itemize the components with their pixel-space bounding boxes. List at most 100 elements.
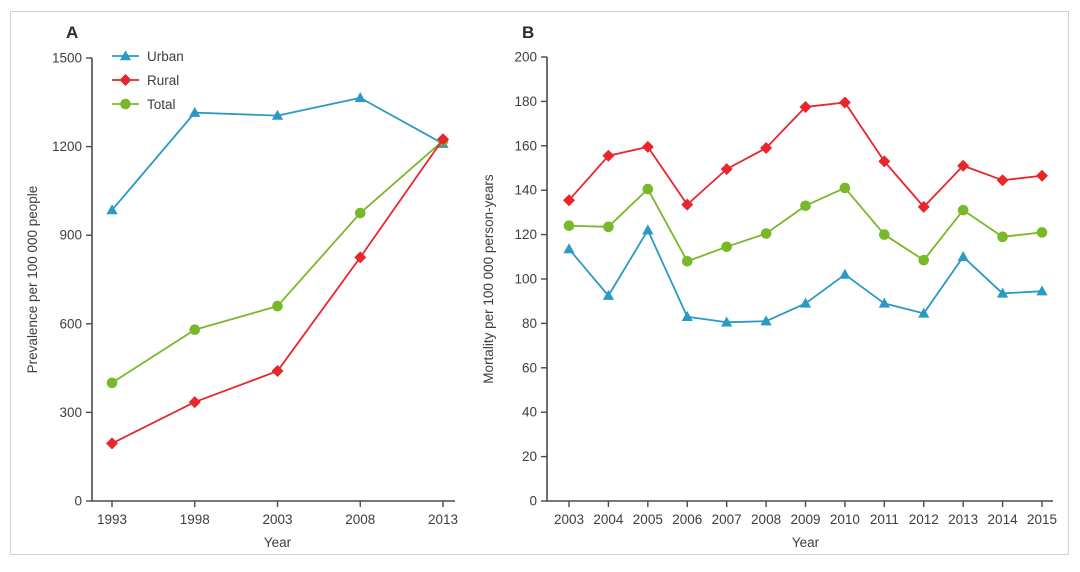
y-tick-label: 0 xyxy=(529,494,537,509)
triangle-marker xyxy=(957,251,969,261)
series-total xyxy=(106,135,449,389)
circle-marker xyxy=(106,377,118,389)
series-line xyxy=(568,187,1043,263)
diamond-marker xyxy=(602,149,615,162)
circle-marker xyxy=(603,221,614,233)
circle-marker xyxy=(839,182,851,194)
legend-label: Total xyxy=(147,97,176,112)
x-tick-label: 2012 xyxy=(909,512,939,527)
circle-marker xyxy=(681,255,693,267)
x-tick-label: 2007 xyxy=(712,512,742,527)
circle-marker xyxy=(272,300,283,312)
triangle-marker xyxy=(839,268,851,279)
panel-label: B xyxy=(522,23,534,42)
triangle-marker xyxy=(119,50,132,61)
triangle-marker xyxy=(760,315,772,326)
circle-marker xyxy=(760,228,772,239)
y-tick-label: 180 xyxy=(514,94,537,109)
x-tick-label: 1993 xyxy=(97,512,127,527)
circle-marker xyxy=(642,183,654,195)
triangle-marker xyxy=(799,297,812,308)
circle-marker xyxy=(721,241,732,253)
y-tick-label: 60 xyxy=(522,360,537,375)
triangle-marker xyxy=(721,316,733,327)
x-tick-label: 2006 xyxy=(672,512,702,527)
diamond-marker xyxy=(641,140,654,153)
diamond-marker xyxy=(563,194,575,207)
y-tick-label: 40 xyxy=(522,405,537,420)
circle-marker xyxy=(879,229,890,240)
series-line xyxy=(111,140,444,384)
diamond-marker xyxy=(437,133,449,146)
y-tick-label: 20 xyxy=(522,449,537,464)
triangle-marker xyxy=(271,109,284,120)
x-tick-label: 2010 xyxy=(830,512,860,527)
x-tick-label: 2003 xyxy=(554,512,584,527)
diamond-marker xyxy=(838,96,851,109)
series-rural xyxy=(106,133,449,450)
triangle-marker xyxy=(354,92,366,103)
diamond-marker xyxy=(799,100,812,113)
x-tick-label: 2009 xyxy=(790,512,820,527)
axes xyxy=(546,57,1053,502)
series-rural xyxy=(563,96,1048,213)
x-tick-label: 2015 xyxy=(1027,512,1057,527)
triangle-marker xyxy=(1036,285,1048,296)
triangle-marker xyxy=(106,204,118,215)
x-axis-title: Year xyxy=(264,535,292,550)
x-tick-label: 2013 xyxy=(948,512,978,527)
y-tick-label: 900 xyxy=(59,228,82,243)
circle-marker xyxy=(563,220,575,232)
diamond-marker xyxy=(106,437,118,450)
triangle-marker xyxy=(878,297,890,308)
axis-spines xyxy=(546,57,1053,502)
legend-label: Rural xyxy=(147,73,179,88)
panel-label: A xyxy=(66,23,78,42)
diamond-marker xyxy=(996,174,1009,187)
panel-a: 0 300 600 900 1200 1500 1993 1998 2003 2008 2013 Ye… xyxy=(25,23,458,550)
series-line xyxy=(568,229,1043,324)
x-tick-label: 2011 xyxy=(870,512,899,527)
y-tick-label: 1200 xyxy=(52,139,82,154)
triangle-marker xyxy=(918,307,930,318)
diamond-marker xyxy=(957,159,970,172)
y-tick-label: 300 xyxy=(59,405,82,420)
diamond-marker xyxy=(760,142,773,155)
series-total xyxy=(563,182,1048,267)
y-tick-label: 140 xyxy=(514,183,537,198)
axis-spines xyxy=(91,58,455,502)
circle-marker xyxy=(997,231,1008,243)
diamond-marker xyxy=(720,163,733,176)
y-axis: 0 20 40 60 80 100 120 140 160 180 200 xyxy=(514,50,547,509)
x-tick-label: 2008 xyxy=(751,512,781,527)
triangle-marker xyxy=(642,224,654,235)
x-tick-label: 2005 xyxy=(633,512,663,527)
y-tick-label: 120 xyxy=(514,227,537,242)
circle-marker xyxy=(800,200,811,212)
triangle-marker xyxy=(189,106,201,117)
circle-marker xyxy=(354,207,366,219)
x-tick-label: 2014 xyxy=(988,512,1019,527)
circle-marker xyxy=(957,204,969,216)
axes xyxy=(91,58,455,502)
y-tick-label: 200 xyxy=(514,50,537,65)
y-tick-label: 100 xyxy=(514,272,537,287)
triangle-marker xyxy=(602,289,615,300)
x-axis: 2003 2004 2005 2006 2007 2008 2009 2010 2011 2012… xyxy=(554,501,1057,527)
diamond-marker xyxy=(1036,169,1048,182)
y-tick-label: 600 xyxy=(59,316,82,331)
y-tick-label: 160 xyxy=(514,138,537,153)
legend: Urban Rural Total xyxy=(112,49,184,112)
diamond-marker xyxy=(354,251,367,264)
series-line xyxy=(568,101,1043,208)
y-axis-title: Prevalence per 100 000 people xyxy=(25,186,40,374)
legend-label: Urban xyxy=(147,49,184,64)
diamond-marker xyxy=(878,155,891,168)
triangle-marker xyxy=(563,243,575,254)
diamond-marker xyxy=(271,365,284,378)
legend-item-total: Total xyxy=(112,97,176,112)
x-tick-label: 2004 xyxy=(593,512,624,527)
triangle-marker xyxy=(996,287,1009,298)
